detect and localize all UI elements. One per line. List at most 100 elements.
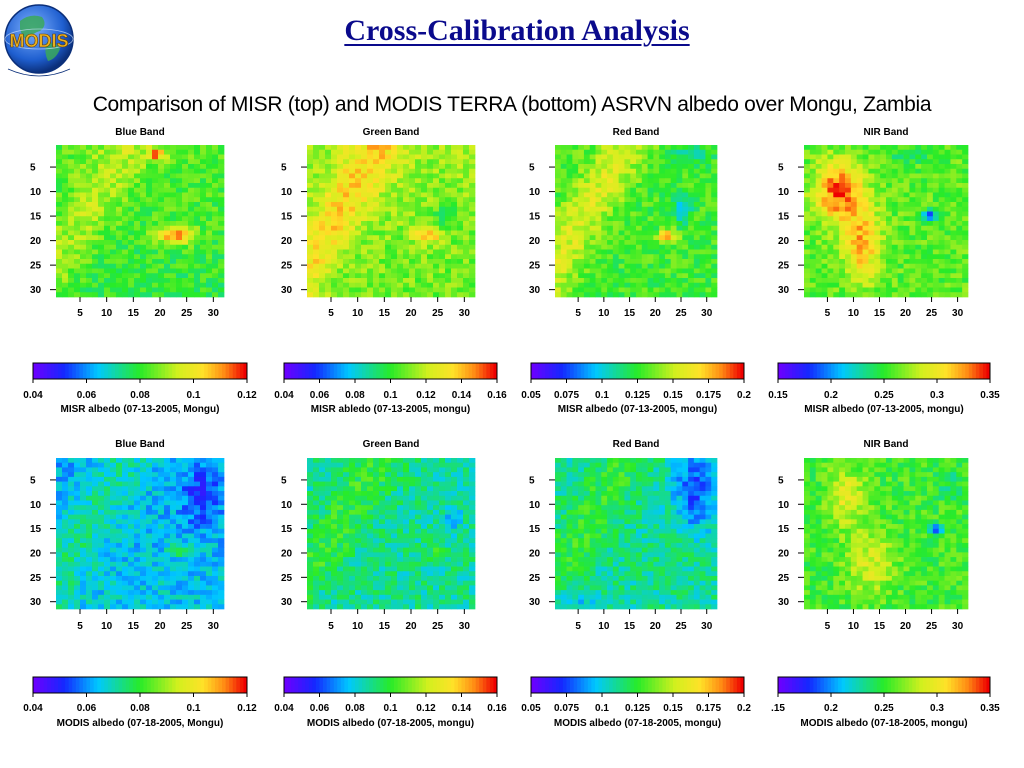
heatmap-cell — [607, 225, 614, 231]
heatmap-cell — [176, 282, 183, 288]
heatmap-cell — [421, 240, 428, 246]
heatmap-cell — [200, 273, 207, 279]
colorbar-segment — [683, 363, 688, 379]
heatmap-cell — [128, 197, 135, 203]
heatmap-cell — [391, 254, 398, 260]
colorbar-segment — [447, 363, 452, 379]
heatmap-cell — [566, 211, 573, 217]
heatmap-cell — [188, 221, 195, 227]
heatmap-cell — [897, 287, 904, 293]
heatmap-cell — [116, 599, 123, 605]
heatmap-cell — [164, 211, 171, 217]
heatmap-cell — [421, 183, 428, 189]
heatmap-cell — [624, 168, 631, 174]
heatmap-cell — [86, 235, 93, 241]
heatmap-cell — [821, 206, 828, 212]
colorbar-segment — [929, 363, 934, 379]
heatmap-cell — [68, 278, 75, 284]
heatmap-cell — [601, 211, 608, 217]
heatmap-cell — [409, 225, 416, 231]
heatmap-cell — [699, 254, 706, 260]
heatmap-cell — [711, 273, 718, 279]
heatmap-cell — [361, 282, 368, 288]
heatmap-cell — [325, 292, 332, 298]
heatmap-cell — [815, 211, 822, 217]
heatmap-cell — [385, 263, 392, 269]
heatmap-cell — [950, 292, 957, 298]
heatmap-cell — [583, 230, 591, 236]
heatmap-cell — [891, 225, 899, 231]
heatmap-cell — [218, 173, 225, 179]
heatmap-cell — [630, 225, 637, 231]
colorbar-segment — [129, 677, 134, 693]
heatmap-cell — [134, 164, 141, 170]
heatmap-cell — [809, 192, 817, 198]
heatmap-cell — [856, 216, 863, 222]
heatmap-cell — [595, 178, 602, 184]
colorbar-segment — [200, 363, 205, 379]
heatmap-cell — [152, 187, 159, 193]
heatmap-cell — [343, 197, 350, 203]
heatmap-cell — [921, 259, 928, 265]
heatmap-cell — [128, 486, 135, 492]
heatmap-cell — [206, 244, 213, 250]
heatmap-cell — [379, 149, 386, 155]
colorbar-segment — [708, 363, 713, 379]
heatmap-cell — [188, 486, 195, 492]
heatmap-cell — [815, 292, 822, 298]
heatmap-cell — [705, 244, 712, 250]
heatmap-cell — [182, 268, 189, 274]
heatmap-cell — [194, 580, 201, 586]
heatmap-cell — [862, 159, 869, 165]
heatmap-cell — [862, 268, 869, 274]
heatmap-cell — [659, 149, 666, 155]
heatmap-cell — [128, 192, 135, 198]
heatmap-cell — [140, 192, 147, 198]
colorbar-segment — [715, 363, 720, 379]
heatmap-cell — [128, 594, 135, 600]
heatmap-cell — [110, 500, 117, 506]
heatmap-cell — [630, 263, 637, 269]
heatmap-cell — [212, 268, 219, 274]
heatmap-cell — [647, 235, 654, 241]
colorbar-segment — [243, 677, 248, 693]
heatmap-cell — [206, 178, 213, 184]
heatmap-cell — [821, 240, 828, 246]
heatmap-cell — [688, 221, 695, 227]
heatmap-cell — [385, 173, 392, 179]
heatmap-cell — [439, 244, 446, 250]
heatmap-cell — [188, 538, 195, 544]
heatmap-cell — [804, 244, 811, 250]
colorbar-segment — [168, 677, 173, 693]
heatmap-cell — [164, 197, 171, 203]
colorbar-segment — [104, 677, 109, 693]
heatmap-cell — [134, 594, 141, 600]
heatmap-cell — [962, 254, 969, 260]
heatmap-cell — [128, 254, 135, 260]
heatmap-cell — [595, 230, 602, 236]
heatmap-cell — [188, 149, 195, 155]
heatmap-cell — [116, 476, 123, 482]
heatmap-cell — [80, 557, 87, 563]
heatmap-cell — [379, 211, 386, 217]
heatmap-cell — [319, 164, 326, 170]
heatmap-cell — [711, 263, 718, 269]
heatmap-cell — [950, 268, 957, 274]
y-tick-label: 10 — [281, 187, 293, 198]
heatmap-cell — [56, 273, 63, 279]
heatmap-cell — [307, 192, 314, 198]
heatmap-cell — [927, 221, 934, 227]
heatmap-cell — [170, 268, 177, 274]
heatmap-cell — [664, 244, 672, 250]
heatmap-cell — [578, 225, 585, 231]
heatmap-cell — [880, 235, 887, 241]
heatmap-cell — [641, 235, 648, 241]
heatmap-cell — [897, 282, 904, 288]
heatmap-cell — [583, 268, 591, 274]
heatmap-cell — [409, 292, 416, 298]
heatmap-cell — [921, 173, 928, 179]
colorbar-tick-label: 0.175 — [696, 390, 721, 401]
colorbar-segment — [75, 677, 80, 693]
heatmap-cell — [439, 187, 446, 193]
heatmap-cell — [128, 187, 135, 193]
